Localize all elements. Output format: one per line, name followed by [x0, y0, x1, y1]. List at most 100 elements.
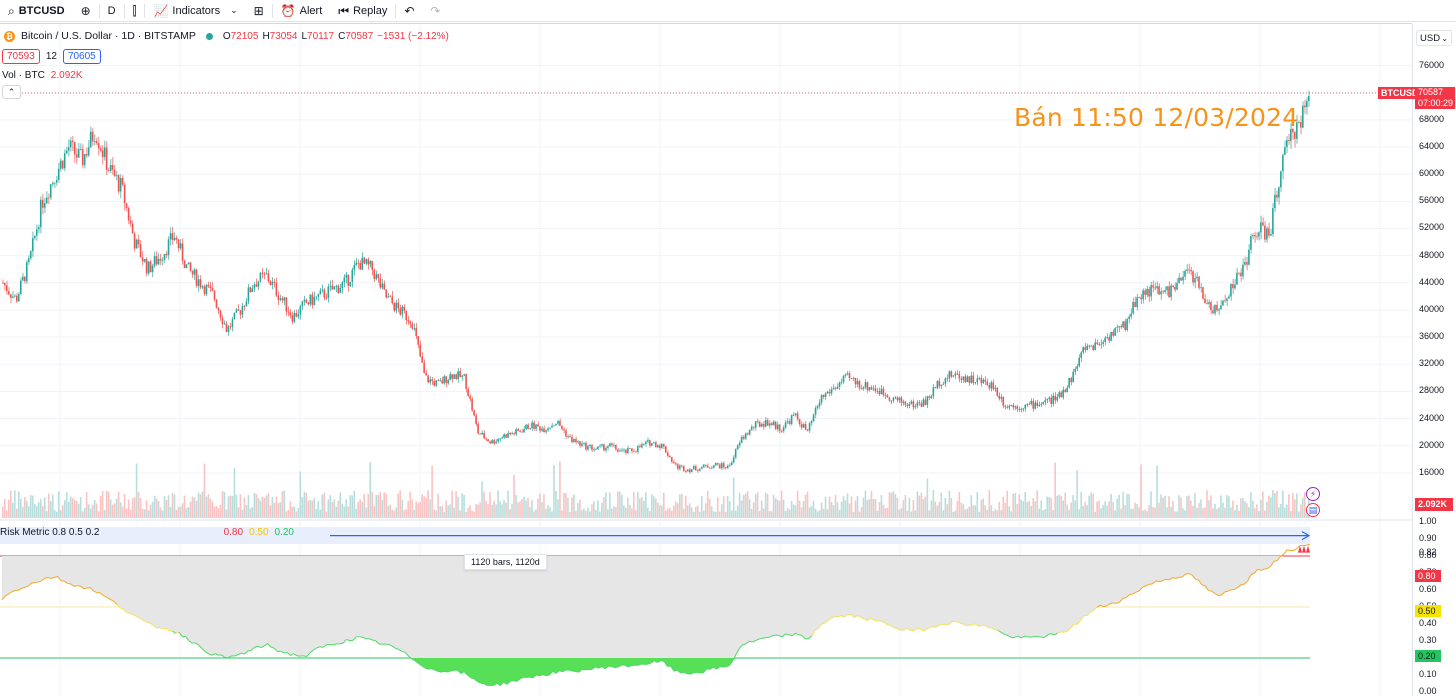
- lightning-icon[interactable]: ⚡: [1306, 487, 1320, 501]
- last-price-tag: 70587 07:00:29: [1415, 87, 1455, 109]
- candle-body: [1250, 236, 1252, 250]
- undo-button[interactable]: ↶: [396, 0, 422, 22]
- volume-bar: [79, 497, 82, 518]
- volume-bar: [449, 504, 451, 518]
- candle-body: [790, 415, 793, 424]
- layouts-button[interactable]: ⊞: [246, 0, 272, 22]
- candle-body: [1134, 302, 1136, 308]
- currency-selector[interactable]: USD ⌄: [1416, 30, 1452, 46]
- risk-line-segment: [241, 652, 245, 655]
- risk-line-segment: [578, 668, 583, 673]
- volume-bar: [1002, 496, 1005, 518]
- risk-line-segment: [1080, 615, 1085, 621]
- risk-line-segment: [654, 660, 658, 663]
- risk-line-segment: [24, 585, 29, 588]
- risk-legend[interactable]: Risk Metric 0.8 0.5 0.2 0.80 0.50 0.20: [0, 525, 330, 539]
- volume-bar: [281, 491, 284, 518]
- volume-bar: [441, 505, 443, 518]
- indicators-label: Indicators: [172, 4, 221, 17]
- main-legend[interactable]: ₿ Bitcoin / U.S. Dollar · 1D · BITSTAMP …: [4, 30, 449, 42]
- volume-bar: [585, 510, 587, 518]
- candle-body: [1040, 404, 1043, 405]
- volume-bar: [914, 510, 917, 518]
- risk-line-segment: [404, 651, 409, 657]
- top-toolbar: ⌕ BTCUSD ⊕ D ⫿ 📈 Indicators ⌄ ⊞ ⏰ Alert …: [0, 0, 1456, 22]
- buy-button[interactable]: 70605: [62, 49, 101, 64]
- volume-bar: [942, 510, 945, 518]
- symbol-search[interactable]: ⌕ BTCUSD: [0, 0, 73, 22]
- candle-body: [1026, 403, 1029, 405]
- candle-body: [565, 430, 567, 437]
- candle-body: [639, 446, 641, 448]
- risk-line-segment: [109, 598, 114, 602]
- chart-frame-rule: [0, 23, 1412, 24]
- volume-bar: [463, 494, 465, 518]
- redo-button[interactable]: ↷: [422, 0, 448, 22]
- candle-body: [888, 397, 891, 401]
- candle-body: [690, 469, 693, 473]
- risk-line-segment: [946, 623, 950, 626]
- candle-body: [1008, 405, 1011, 408]
- open-key: O: [222, 30, 231, 42]
- volume-bar: [129, 509, 132, 518]
- risk-line-segment: [778, 635, 783, 638]
- chart-text-annotation[interactable]: Bán 11:50 12/03/2024: [1014, 103, 1299, 132]
- collapse-legend-button[interactable]: ⌃: [2, 85, 21, 99]
- candle-body: [1174, 286, 1176, 290]
- risk-line-segment: [1142, 585, 1147, 588]
- chart-type-button[interactable]: ⫿: [125, 0, 145, 22]
- alert-button[interactable]: ⏰ Alert: [273, 0, 331, 22]
- volume-bar: [1044, 509, 1047, 518]
- risk-line-segment: [788, 634, 793, 637]
- volume-bar: [627, 497, 629, 518]
- risk-line-segment: [175, 631, 180, 634]
- candle-body: [748, 429, 751, 435]
- candle-body: [567, 436, 569, 437]
- risk-line-segment: [575, 670, 580, 673]
- volume-bar: [1056, 495, 1058, 518]
- chart-canvas[interactable]: [0, 24, 1412, 696]
- risk-line-segment: [703, 668, 708, 673]
- sell-button[interactable]: 70593: [2, 49, 40, 64]
- replay-button[interactable]: ⏮ Replay: [330, 0, 395, 22]
- risk-line-segment: [1008, 635, 1012, 639]
- volume-bar: [185, 507, 188, 518]
- volume-bar: [774, 498, 777, 518]
- price-scale[interactable]: [1412, 24, 1456, 696]
- candle-body: [281, 298, 284, 301]
- volume-bar: [1176, 511, 1178, 518]
- risk-line-segment: [54, 576, 58, 578]
- candle-body: [796, 413, 799, 420]
- risk-line-segment: [1270, 561, 1275, 567]
- candle-body: [651, 443, 653, 446]
- volume-bar: [491, 504, 493, 518]
- candle-body: [93, 141, 96, 142]
- candle-body: [1036, 402, 1039, 407]
- low-value: 70117: [307, 30, 335, 42]
- interval-button[interactable]: D: [100, 0, 124, 22]
- volume-bar: [419, 501, 421, 518]
- candle-body: [1290, 128, 1292, 142]
- candle-body: [203, 286, 206, 295]
- risk-line-segment: [1286, 549, 1291, 552]
- us-flag-icon[interactable]: ▤: [1306, 503, 1320, 517]
- compare-button[interactable]: ⊕: [73, 0, 99, 22]
- candle-body: [876, 390, 879, 392]
- candle-body: [111, 164, 114, 170]
- risk-line-segment: [480, 682, 484, 685]
- candle-body: [307, 302, 310, 305]
- volume-bar: [529, 506, 531, 518]
- candle-body: [157, 258, 160, 265]
- candle-body: [1042, 402, 1045, 405]
- candle-body: [61, 160, 64, 169]
- volume-bar: [964, 509, 967, 518]
- candle-body: [744, 433, 747, 439]
- volume-bar: [748, 499, 751, 518]
- indicators-button[interactable]: 📈 Indicators ⌄: [145, 0, 245, 22]
- volume-bar: [852, 511, 855, 518]
- volume-bar: [842, 496, 845, 518]
- volume-legend[interactable]: Vol · BTC 2.092K: [2, 70, 83, 81]
- candle-body: [1110, 331, 1112, 341]
- volume-bar: [221, 491, 224, 518]
- risk-line-segment: [991, 627, 996, 631]
